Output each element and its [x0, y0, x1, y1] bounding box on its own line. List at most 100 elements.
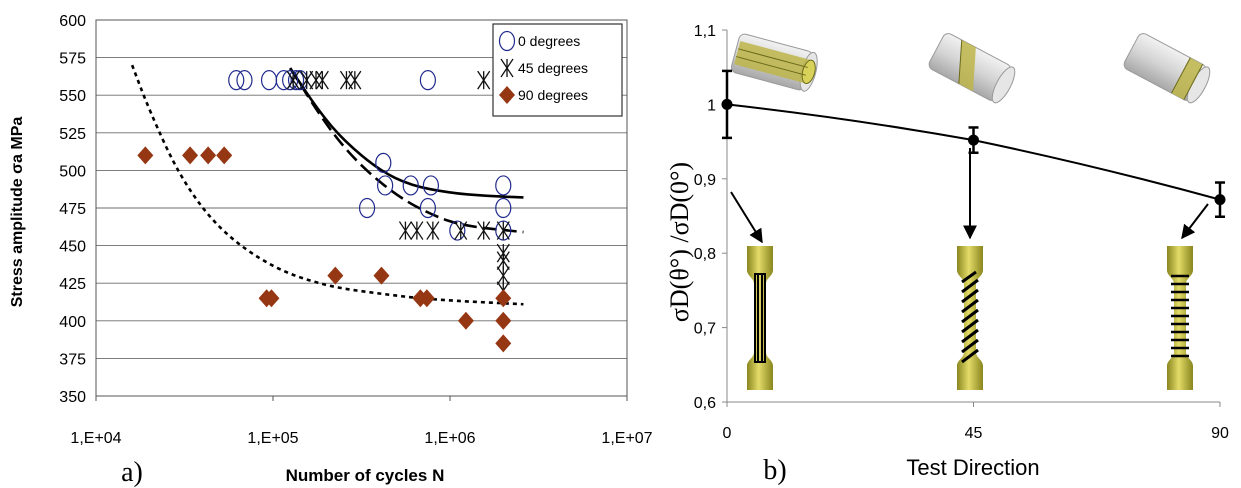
marker-diamond [495, 289, 512, 308]
marker-diamond [216, 146, 233, 165]
marker-asterisk [398, 221, 412, 240]
marker-asterisk [348, 70, 362, 90]
marker-asterisk [477, 70, 491, 90]
data-point [1214, 194, 1226, 206]
panel-b-y-axis-label: σD(θ°) /σD(0°) [665, 162, 694, 322]
marker-asterisk [477, 221, 491, 240]
marker-asterisk [426, 221, 440, 240]
panel-b-series [721, 69, 1226, 218]
cylinder-90-degrees [1123, 33, 1211, 104]
panel-b-y-tick-labels: 0,6 0,7 0,8 0,9 1 1,1 [694, 23, 727, 412]
x-tick-label: 1,E+07 [601, 430, 652, 447]
x-tick-label: 45 [965, 425, 983, 442]
y-tick-label: 600 [59, 13, 86, 30]
marker-circle [495, 220, 512, 241]
arrow-90-degrees [1181, 203, 1209, 240]
marker-diamond [418, 289, 435, 308]
marker-asterisk [496, 251, 510, 271]
marker-circle [419, 70, 436, 91]
marker-circle [402, 175, 419, 196]
marker-diamond [200, 146, 217, 165]
marker-asterisk [315, 70, 329, 90]
data-point [721, 98, 733, 110]
panel-a-data-points [137, 70, 512, 353]
y-tick-label: 0,8 [694, 246, 716, 263]
y-tick-label: 425 [59, 276, 86, 293]
marker-asterisk [309, 70, 323, 90]
marker-asterisk [300, 70, 314, 90]
y-tick-label: 350 [59, 389, 86, 406]
marker-diamond [182, 146, 199, 165]
marker-diamond [495, 311, 512, 330]
y-tick-label: 400 [59, 314, 86, 331]
panel-b-x-tick-labels: 0 45 90 [723, 402, 1229, 442]
marker-diamond [457, 311, 474, 330]
marker-circle [282, 70, 299, 91]
marker-circle [236, 70, 253, 91]
panel-a-fit-curves [130, 64, 524, 306]
marker-diamond [495, 334, 512, 353]
marker-circle [275, 70, 292, 91]
y-tick-label: 1,1 [694, 23, 716, 40]
y-tick-label: 0,9 [694, 172, 716, 189]
panel-a-label: a) [121, 457, 143, 488]
specimen-90-degrees [1167, 246, 1193, 390]
marker-asterisk [500, 58, 514, 78]
fit-curve-dashed [289, 67, 524, 234]
marker-diamond [499, 86, 515, 104]
y-tick-label: 475 [59, 201, 86, 218]
x-tick-label: 1,E+05 [247, 430, 298, 447]
x-tick-label: 90 [1211, 425, 1229, 442]
legend-label: 0 degrees [518, 33, 580, 49]
marker-circle [498, 30, 516, 52]
fit-curve-dotted [130, 64, 524, 306]
x-tick-label: 1,E+06 [424, 430, 475, 447]
marker-diamond [327, 266, 344, 285]
panel-a-y-axis-label: Stress amplitude σa MPa [9, 117, 26, 308]
marker-asterisk [496, 266, 510, 286]
panel-b-chart: 0,6 0,7 0,8 0,9 1 1,1 0 45 90 [665, 23, 1229, 486]
panel-a-y-tick-labels: 350 375 400 425 450 475 500 525 550 575 600 [59, 13, 86, 406]
marker-asterisk [496, 221, 510, 240]
y-tick-label: 450 [59, 239, 86, 256]
y-tick-label: 375 [59, 351, 86, 368]
marker-circle [495, 197, 512, 219]
marker-circle [495, 175, 512, 196]
specimen-0-degrees [747, 246, 773, 390]
y-tick-label: 1 [707, 97, 716, 114]
y-tick-label: 0,7 [694, 321, 716, 338]
marker-circle [287, 70, 305, 91]
y-tick-label: 575 [59, 51, 86, 68]
panel-a-x-axis-label: Number of cycles N [286, 466, 445, 485]
y-tick-label: 550 [59, 88, 86, 105]
y-tick-label: 500 [59, 163, 86, 180]
data-point [968, 134, 979, 146]
marker-circle [422, 175, 440, 196]
legend-label: 45 degrees [518, 60, 588, 76]
panel-a-plot-frame [95, 19, 628, 397]
specimen-45-degrees [957, 246, 983, 390]
marker-diamond [373, 266, 390, 285]
x-tick-label: 0 [723, 425, 732, 442]
marker-asterisk [410, 221, 424, 240]
arrow-0-degrees [730, 191, 763, 244]
marker-circle [228, 70, 245, 91]
panel-a-x-tick-labels: 1,E+04 1,E+05 1,E+06 1,E+07 [70, 396, 653, 447]
panel-b-label: b) [763, 455, 786, 486]
y-tick-label: 0,6 [694, 395, 716, 412]
y-tick-label: 525 [59, 126, 86, 143]
marker-circle [377, 175, 394, 196]
marker-circle [375, 152, 392, 173]
marker-circle [419, 197, 436, 219]
panel-b-x-axis-label: Test Direction [906, 455, 1039, 480]
marker-circle [260, 70, 278, 91]
panel-a-legend: 0 degrees 45 degrees 90 degrees [492, 23, 623, 117]
marker-diamond [137, 146, 154, 165]
marker-asterisk [286, 70, 300, 90]
legend-label: 90 degrees [518, 87, 588, 103]
marker-circle [291, 70, 309, 91]
marker-circle [449, 220, 466, 241]
marker-asterisk [454, 221, 468, 240]
marker-diamond [263, 289, 280, 308]
